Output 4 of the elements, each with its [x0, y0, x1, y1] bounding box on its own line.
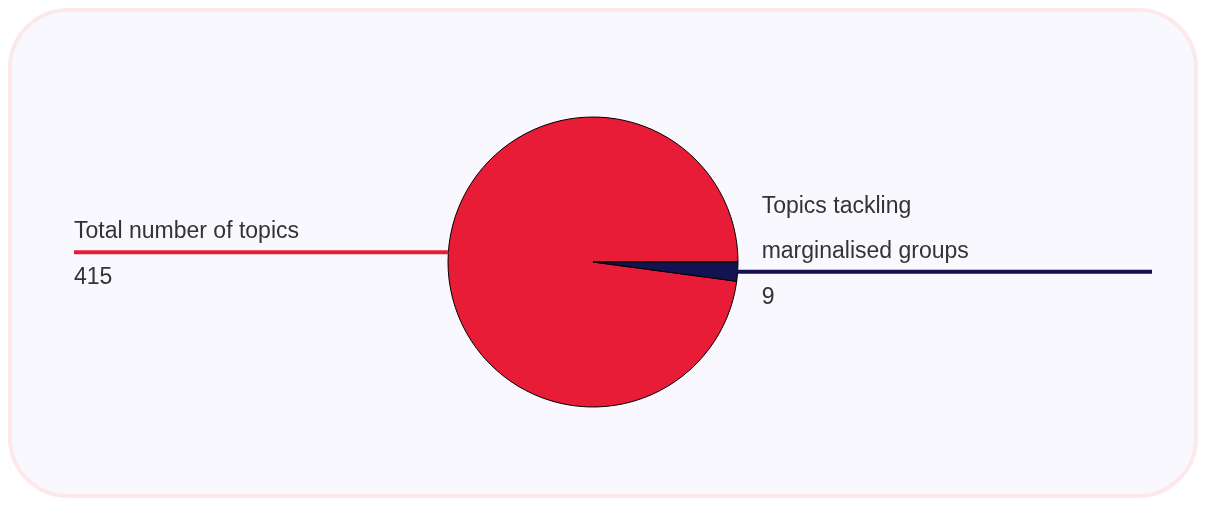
slice-label: Topics tackling marginalised groups	[761, 191, 969, 263]
data-label: 9	[761, 282, 775, 309]
slice-label: Total number of topics	[74, 217, 300, 244]
data-label: 415	[74, 263, 113, 290]
